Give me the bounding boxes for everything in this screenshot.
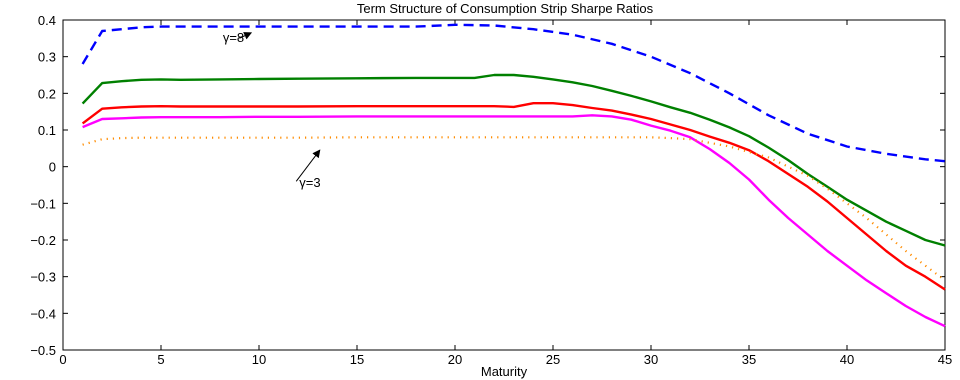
series-line-0	[81, 23, 946, 163]
y-tick-label: −0.2	[30, 233, 56, 248]
series-line-1	[81, 73, 946, 247]
annotation-label: γ=8	[223, 30, 244, 45]
y-tick-label: −0.3	[30, 270, 56, 285]
y-tick-label: −0.5	[30, 343, 56, 358]
annotations: γ=8 γ=3	[223, 30, 321, 190]
annotation-arrow	[295, 149, 321, 182]
y-tick-label: 0	[49, 160, 56, 175]
x-tick-label: 20	[448, 352, 462, 367]
annotation-label: γ=3	[299, 175, 320, 190]
x-tick-label: 0	[59, 352, 66, 367]
x-axis-label: Maturity	[481, 364, 528, 379]
x-tick-label: 40	[840, 352, 854, 367]
series-line-4	[82, 136, 946, 282]
chart-title: Term Structure of Consumption Strip Shar…	[357, 1, 654, 16]
y-tick-label: 0.4	[38, 13, 56, 28]
y-tick-label: −0.1	[30, 196, 56, 211]
y-tick-label: 0.3	[38, 50, 56, 65]
series-layer	[81, 23, 946, 328]
x-tick-label: 5	[157, 352, 164, 367]
series-line-2	[81, 101, 946, 291]
y-tick-label: 0.1	[38, 123, 56, 138]
x-tick-label: 45	[938, 352, 952, 367]
x-tick-label: 15	[350, 352, 364, 367]
plot-area	[62, 19, 946, 351]
annotation-arrow	[239, 32, 253, 40]
x-tick-label: 35	[742, 352, 756, 367]
series-line-3	[82, 114, 946, 328]
axis-ticks: 0 5 10 15 20 25 30 35 40 45 −0.5 −0.4 −0.3 −0.2 −0.1 0 0…	[30, 13, 952, 367]
x-tick-label: 30	[644, 352, 658, 367]
x-tick-label: 10	[252, 352, 266, 367]
x-tick-label: 25	[546, 352, 560, 367]
y-tick-label: −0.4	[30, 306, 56, 321]
y-tick-label: 0.2	[38, 86, 56, 101]
